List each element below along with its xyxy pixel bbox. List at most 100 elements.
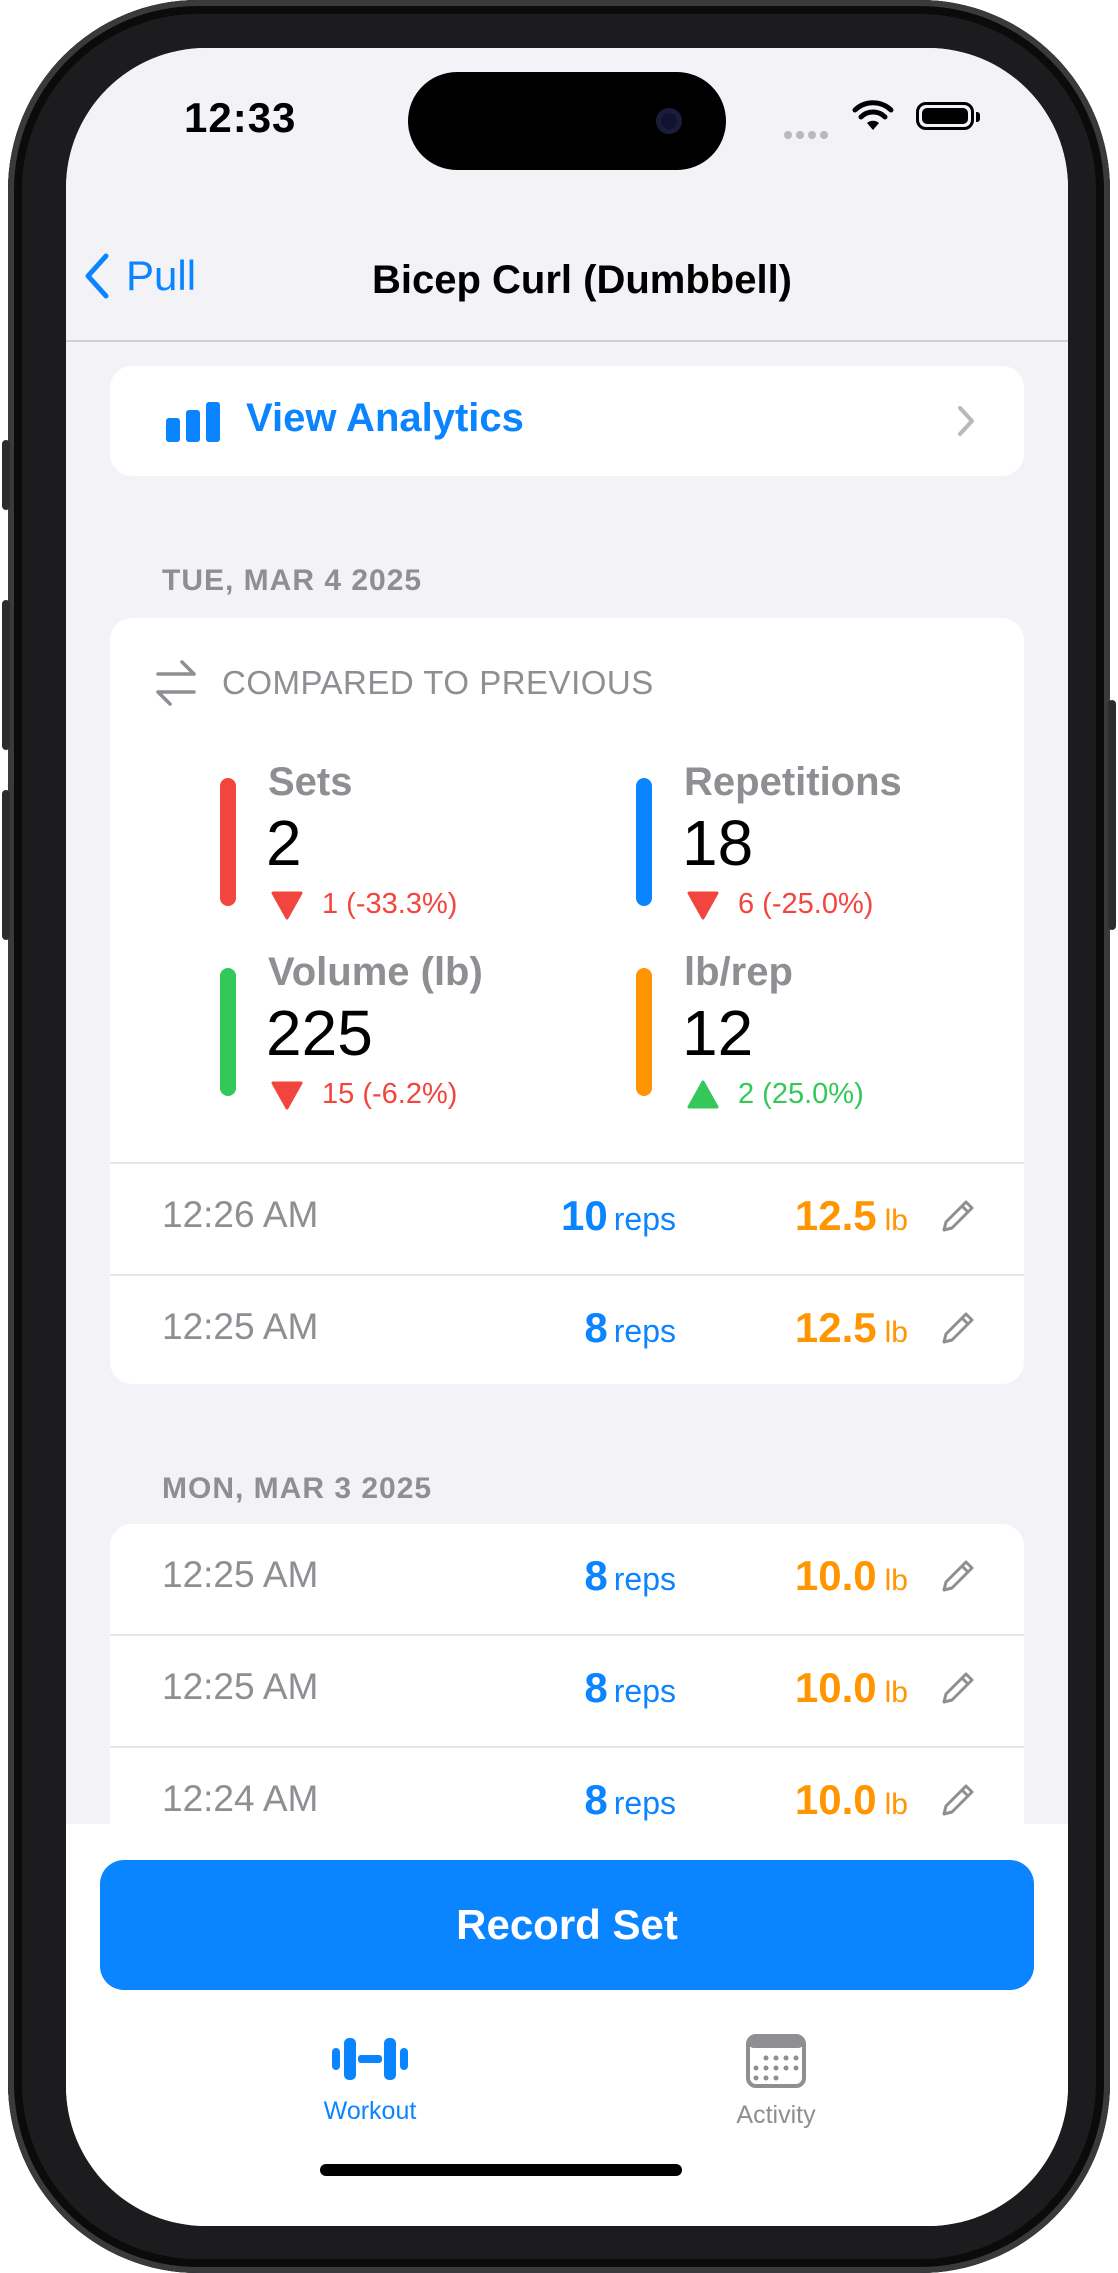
set-reps: 10 reps [561,1192,676,1240]
stat-value: 12 [682,997,754,1069]
wifi-icon [852,100,894,130]
pencil-icon[interactable] [938,1782,976,1820]
weight-value: 10.0 [794,1552,877,1599]
session-card: 12:25 AM 8 reps 10.0 lb 12:25 AM 8 reps 10.… [110,1524,1024,1864]
divider [110,1274,1024,1276]
comparison-header-label: COMPARED TO PREVIOUS [222,664,654,701]
reps-unit: reps [613,1673,676,1709]
weight-unit: lb [884,1316,908,1349]
triangle-down-icon [271,1081,303,1109]
reps-unit: reps [613,1561,676,1597]
set-reps: 8 reps [584,1664,676,1712]
power-button [1108,700,1116,930]
triangle-down-icon [687,891,719,919]
triangle-down-icon [271,891,303,919]
cellular-signal-icon [784,126,832,144]
tab-workout[interactable]: Workout [270,2034,470,2126]
pencil-icon[interactable] [938,1670,976,1708]
stat-value: 2 [266,807,302,879]
stat-bar [636,778,652,906]
home-indicator [320,2164,682,2176]
navigation-bar: Pull Bicep Curl (Dumbbell) [66,228,1068,342]
reps-unit: reps [613,1785,676,1821]
stat-volume: Volume (lb) 225 15 (-6.2%) [220,950,600,1126]
weight-value: 12.5 [794,1192,877,1239]
set-reps: 8 reps [584,1552,676,1600]
set-row[interactable]: 12:25 AM 8 reps 10.0 lb [110,1524,1024,1634]
volume-down-button [2,790,10,940]
swap-arrows-icon [156,660,196,706]
set-weight: 10.0 lb [795,1552,908,1600]
divider [110,1162,1024,1164]
triangle-up-icon [687,1080,719,1108]
stat-name: Volume (lb) [268,950,483,994]
divider [110,1746,1024,1748]
back-label: Pull [126,252,197,299]
stat-value: 225 [266,997,373,1069]
stat-delta: 1 (-33.3%) [270,888,457,921]
set-weight: 10.0 lb [795,1776,908,1824]
set-weight: 12.5 lb [795,1304,908,1352]
battery-icon [916,102,980,130]
record-set-button[interactable]: Record Set [100,1860,1034,1990]
page-title: Bicep Curl (Dumbbell) [371,258,793,302]
status-time: 12:33 [184,94,297,141]
session-card: COMPARED TO PREVIOUS Sets 2 1 (-33.3%) R… [110,618,1024,1384]
back-button[interactable]: Pull [82,252,196,300]
stat-delta: 2 (25.0%) [686,1078,864,1111]
stat-delta: 6 (-25.0%) [686,888,873,921]
set-time: 12:25 AM [162,1666,319,1707]
stat-delta-text: 6 (-25.0%) [738,888,874,920]
screen: 12:33 Pull Bicep Curl (Dumbbell) [66,48,1068,2226]
bar-chart-icon [166,402,220,442]
stat-name: Repetitions [684,760,902,804]
view-analytics-label: View Analytics [246,396,524,440]
stat-delta-text: 2 (25.0%) [738,1078,864,1110]
pencil-icon[interactable] [938,1198,976,1236]
stat-name: lb/rep [684,950,793,994]
dumbbell-icon [332,2038,408,2080]
stat-delta-text: 1 (-33.3%) [322,888,458,920]
stat-bar [220,968,236,1096]
set-row[interactable]: 12:26 AM 10 reps 12.5 lb [110,1164,1024,1274]
section-header-date: TUE, MAR 4 2025 [162,564,423,597]
comparison-header: COMPARED TO PREVIOUS [154,658,654,708]
volume-up-button [2,600,10,750]
reps-value: 8 [584,1664,608,1711]
set-weight: 12.5 lb [795,1192,908,1240]
section-header-date: MON, MAR 3 2025 [162,1472,433,1505]
stat-bar [220,778,236,906]
pencil-icon[interactable] [938,1310,976,1348]
chevron-right-icon [958,406,974,436]
camera-icon [656,108,682,134]
reps-value: 8 [584,1552,608,1599]
calendar-icon [746,2034,806,2088]
dynamic-island [408,72,726,170]
tab-activity[interactable]: Activity [676,2034,876,2130]
set-time: 12:25 AM [162,1306,319,1347]
chevron-left-icon [85,253,109,299]
weight-unit: lb [884,1676,908,1709]
bottom-panel: Record Set Workout [66,1824,1068,2226]
stat-bar [636,968,652,1096]
stat-sets: Sets 2 1 (-33.3%) [220,760,600,936]
pencil-icon[interactable] [938,1558,976,1596]
weight-value: 12.5 [794,1304,877,1351]
reps-value: 8 [584,1304,608,1351]
set-reps: 8 reps [584,1304,676,1352]
reps-value: 8 [584,1776,608,1823]
weight-value: 10.0 [794,1776,877,1823]
set-row[interactable]: 12:25 AM 8 reps 12.5 lb [110,1276,1024,1384]
stat-delta: 15 (-6.2%) [270,1078,457,1111]
tab-workout-label: Workout [323,2097,417,2125]
tab-activity-label: Activity [736,2101,816,2129]
stat-value: 18 [682,807,754,879]
reps-unit: reps [613,1313,676,1349]
view-analytics-button[interactable]: View Analytics [110,366,1024,476]
weight-unit: lb [884,1564,908,1597]
set-row[interactable]: 12:24 AM 8 reps 10.0 lb [110,1748,1024,1858]
status-bar: 12:33 [66,48,1068,228]
set-row[interactable]: 12:25 AM 8 reps 10.0 lb [110,1636,1024,1746]
stat-lb-per-rep: lb/rep 12 2 (25.0%) [636,950,1016,1126]
